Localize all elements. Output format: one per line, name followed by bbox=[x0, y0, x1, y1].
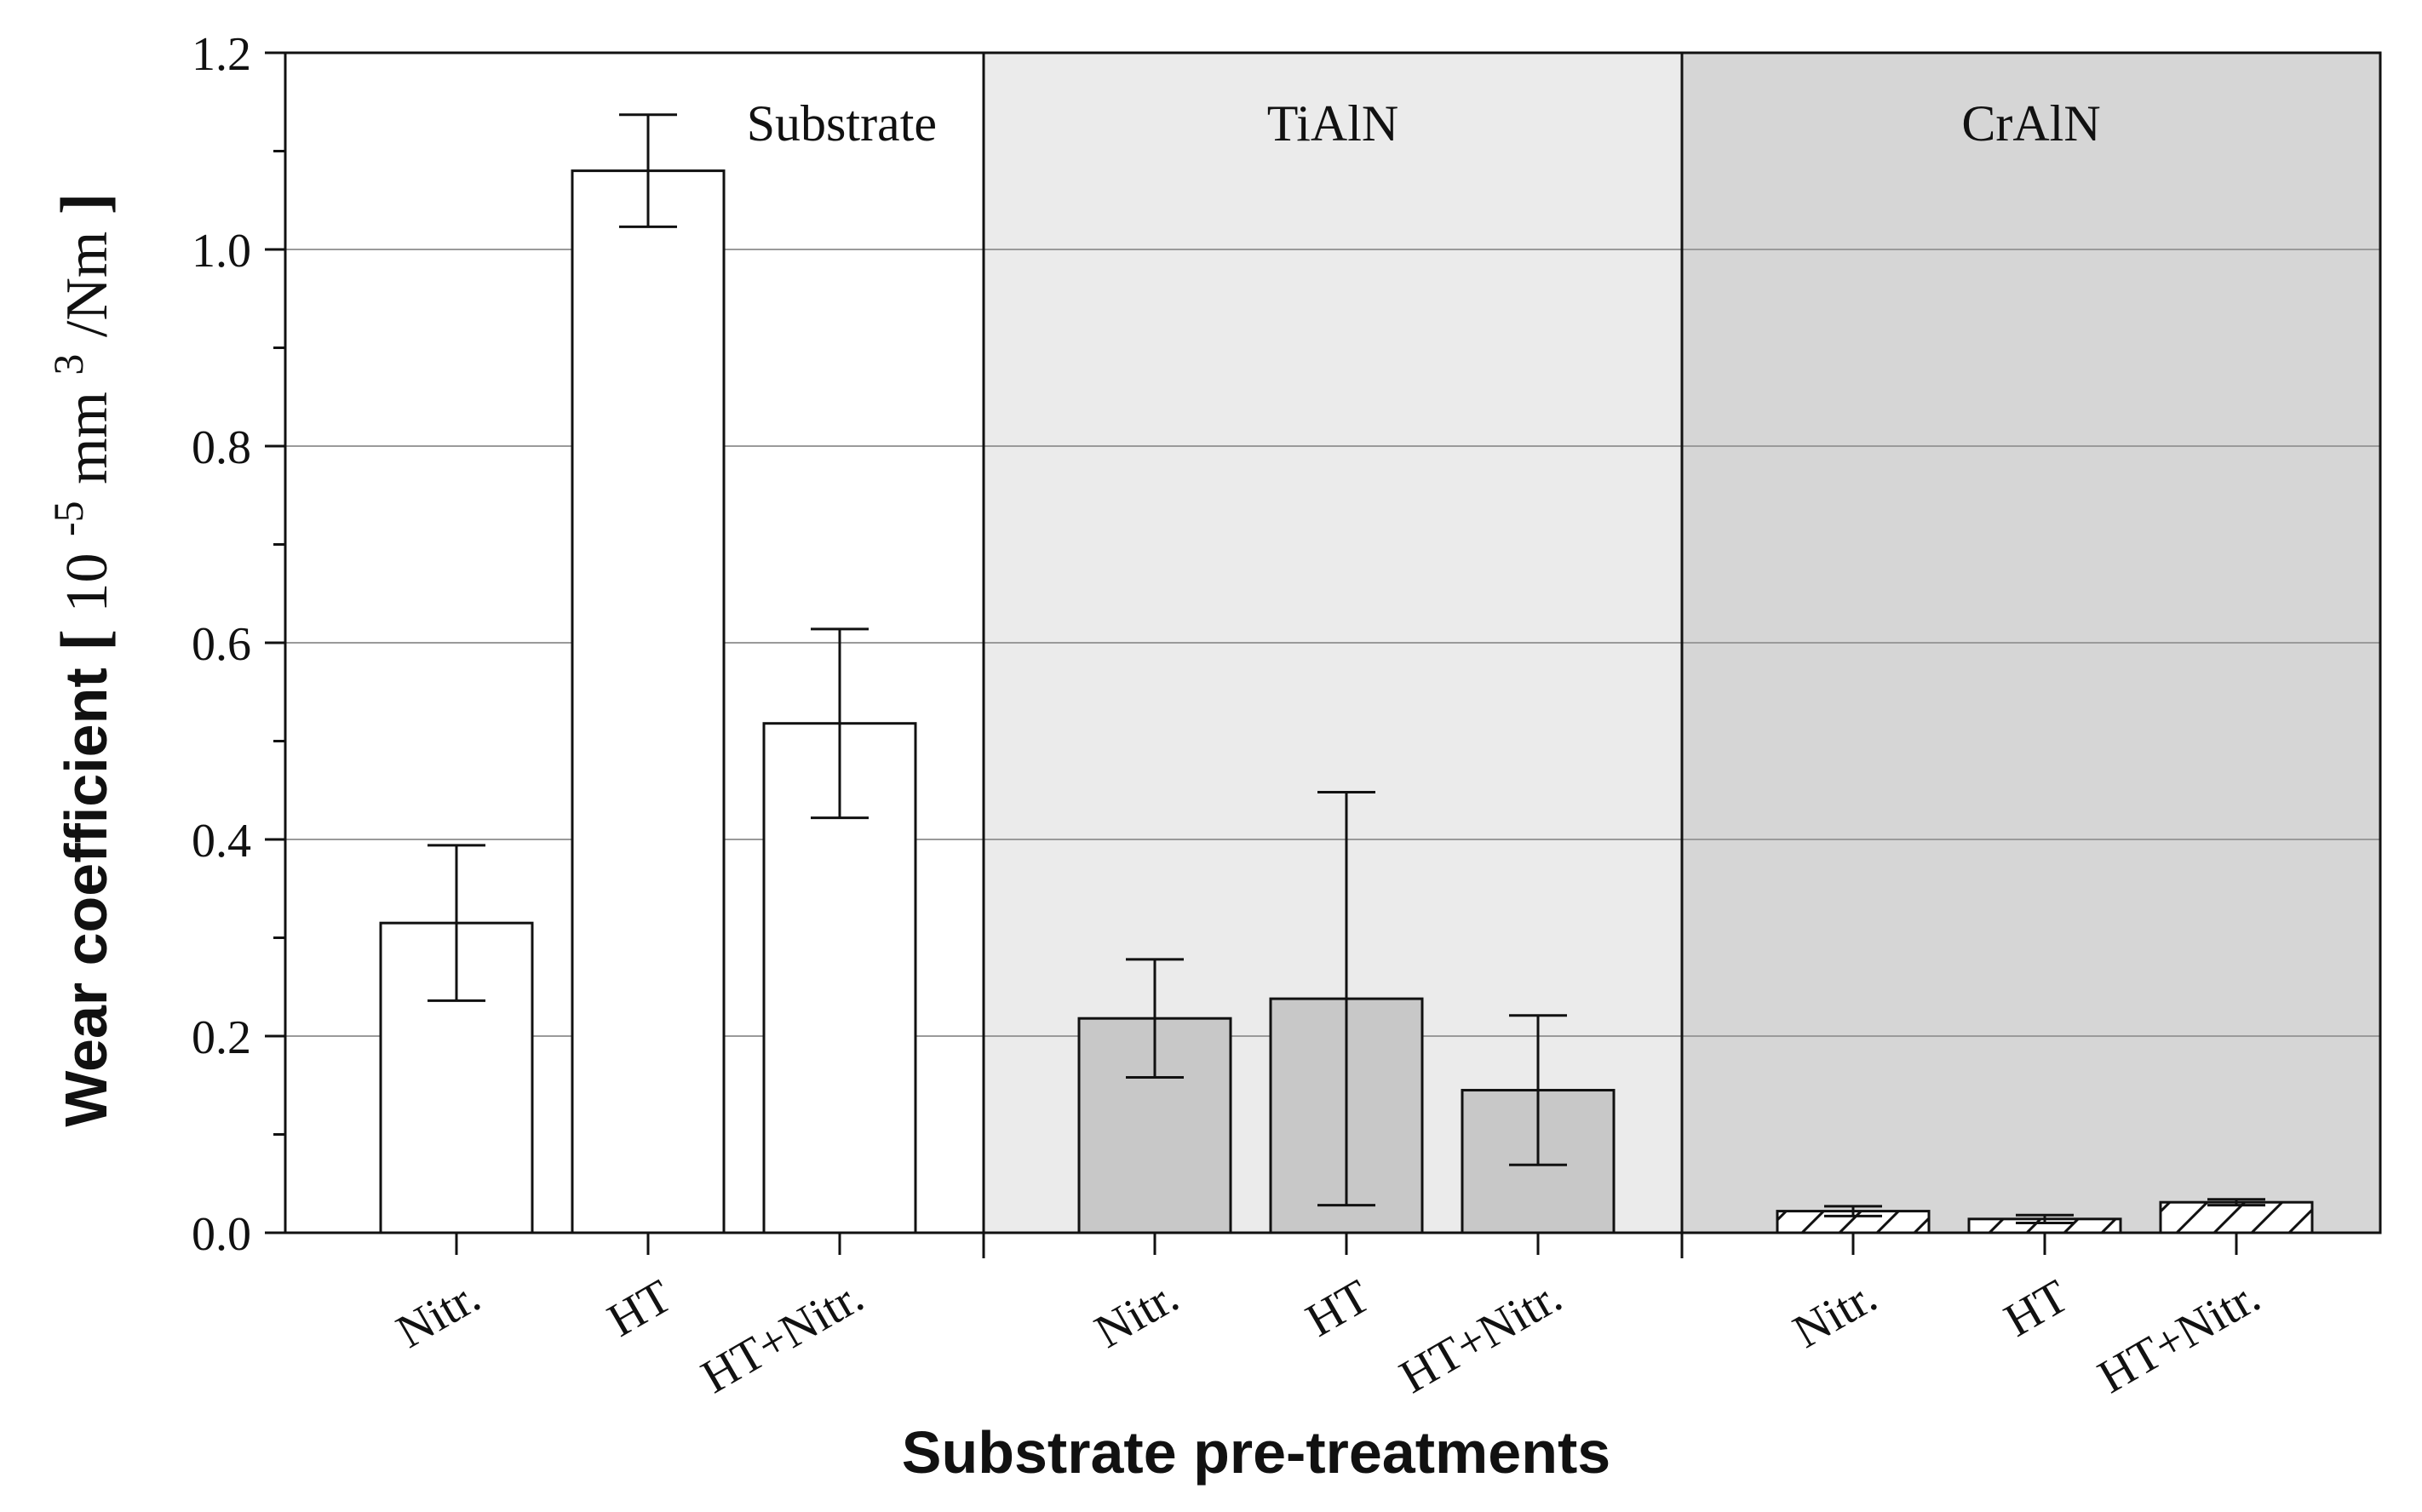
y-axis-unit-exp2: 3 bbox=[44, 354, 92, 375]
y-axis-title: Wear coefficient [ 10 -5 mm 3 /Nm ] bbox=[29, 192, 121, 1127]
error-bar-tialn-ht-nitr bbox=[1509, 1014, 1567, 1166]
y-tick-label-0.0: 0.0 bbox=[192, 1208, 251, 1261]
y-tick-label-0.6: 0.6 bbox=[192, 618, 251, 671]
error-bar-craln-ht bbox=[2016, 1213, 2074, 1224]
y-axis-title-prefix: Wear coefficient bbox=[53, 651, 119, 1127]
group-label-craln: CrAlN bbox=[1961, 95, 2100, 152]
error-bar-craln-ht-nitr bbox=[2207, 1198, 2265, 1207]
error-bar-substrate-ht bbox=[619, 113, 677, 228]
y-axis-unit-suffix: /Nm bbox=[55, 232, 120, 337]
error-bars bbox=[428, 113, 2265, 1224]
y-tick-label-1.0: 1.0 bbox=[192, 225, 251, 278]
y-tick-label-0.2: 0.2 bbox=[192, 1011, 251, 1064]
x-tick-label-substrate-ht: HT bbox=[599, 1270, 680, 1348]
error-bar-craln-nitr bbox=[1824, 1205, 1882, 1217]
x-tick-label-tialn-nitr: Nitr. bbox=[1087, 1270, 1188, 1359]
x-axis-title: Substrate pre-treatments bbox=[902, 1419, 1610, 1486]
bar-substrate-ht bbox=[571, 169, 726, 1234]
x-tick-label-substrate-ht-nitr: HT+Nitr. bbox=[693, 1270, 873, 1404]
bar-craln-ht-nitr bbox=[2159, 1200, 2314, 1234]
x-tick-label-craln-nitr: Nitr. bbox=[1785, 1270, 1886, 1359]
error-bar-substrate-ht-nitr bbox=[811, 627, 869, 820]
y-axis-unit-base: 10 bbox=[55, 553, 120, 612]
y-tick-label-1.2: 1.2 bbox=[192, 28, 251, 81]
y-tick-label-0.4: 0.4 bbox=[192, 815, 251, 868]
x-tick-label-tialn-ht: HT bbox=[1297, 1270, 1379, 1348]
y-axis-bracket-close: ] bbox=[47, 192, 121, 215]
error-bar-substrate-nitr bbox=[428, 844, 485, 1002]
group-labels: Substrate TiAlN CrAlN bbox=[747, 95, 2101, 152]
bars bbox=[379, 169, 2314, 1234]
group-label-tialn: TiAlN bbox=[1267, 95, 1399, 152]
error-bar-tialn-nitr bbox=[1126, 958, 1184, 1080]
y-axis-bracket-open: [ bbox=[47, 629, 121, 651]
x-tick-label-craln-ht: HT bbox=[1995, 1270, 2077, 1348]
x-axis-ticks: Nitr. HT HT+Nitr. Nitr. HT HT+Nitr. Nitr. HT HT+… bbox=[388, 1233, 2270, 1404]
y-tick-label-0.8: 0.8 bbox=[192, 421, 251, 474]
y-axis-ticks: 0.0 0.2 0.4 0.6 0.8 1.0 1.2 bbox=[192, 28, 285, 1261]
y-axis-unit-mm: mm bbox=[55, 392, 120, 484]
x-tick-label-tialn-ht-nitr: HT+Nitr. bbox=[1392, 1270, 1571, 1404]
error-bar-tialn-ht bbox=[1317, 791, 1375, 1207]
x-tick-label-substrate-nitr: Nitr. bbox=[388, 1270, 490, 1359]
group-label-substrate: Substrate bbox=[747, 95, 937, 152]
y-axis-unit-exp1: -5 bbox=[44, 501, 92, 536]
x-tick-label-craln-ht-nitr: HT+Nitr. bbox=[2090, 1270, 2270, 1404]
